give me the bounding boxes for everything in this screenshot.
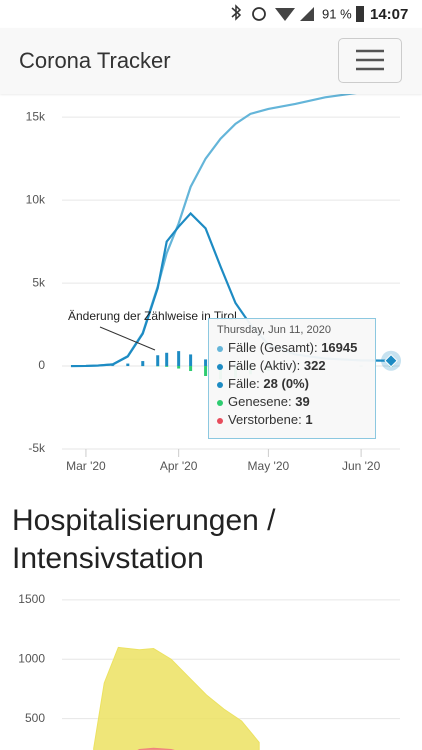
bluetooth-icon [231,4,242,21]
wifi-icon [275,8,295,21]
y-tick-label: 1000 [18,651,45,665]
y-tick-label: 10k [26,192,46,206]
bar [189,366,193,372]
tooltip-label: Fälle (Gesamt): [228,340,318,355]
tooltip-label: Fälle (Aktiv): [228,358,301,373]
tooltip-row: Fälle: 28 (0%) [217,375,367,393]
tooltip-value: 1 [305,412,313,427]
status-bar: 91 % 14:07 [0,0,422,28]
hospital-chart: 500 1000 1500 [18,592,400,750]
x-tick-label: Jun '20 [342,459,381,473]
tooltip-row: Fälle (Gesamt): 16945 [217,339,367,357]
y-tick-label: 1500 [18,592,45,606]
tooltip: Thursday, Jun 11, 2020 Fälle (Gesamt): 1… [208,318,376,439]
cases-chart: -5k 0 5k 10k 15k Mar '20 Apr '20 May '20 Jun '20… [26,84,402,473]
menu-button[interactable] [338,38,402,83]
bar [204,366,208,376]
annotation: Änderung der Zählweise in Tirol [68,309,237,323]
signal-icon [300,7,314,21]
battery-level: 91 % [322,6,352,21]
tooltip-row: Genesene: 39 [217,393,367,411]
tooltip-dot [217,399,223,406]
tooltip-dot [217,363,223,370]
menu-bars [356,49,384,71]
tooltip-dot [217,381,223,388]
bar [177,366,181,369]
tooltip-value: 39 [295,394,310,409]
y-tick-label: 15k [26,109,46,123]
tooltip-row: Verstorbene: 1 [217,411,367,429]
bar [204,359,208,367]
hover-point [384,353,398,368]
alarm-icon [252,7,266,21]
bar [165,366,169,367]
bar [141,361,145,367]
bar [126,363,130,367]
y-tick-label: -5k [28,441,46,455]
menu-icon [356,49,384,71]
x-tick-label: Apr '20 [160,459,198,473]
bar [156,355,160,367]
section-heading: Hospitalisierungen / Intensivstation [12,504,276,575]
tooltip-dot [217,345,223,352]
annotation-arrow [99,326,156,351]
status-icons: 91 % 14:07 [231,4,408,23]
area [93,646,260,750]
y-tick-label: 0 [38,358,45,372]
x-tick-label: May '20 [248,459,290,473]
bar [165,352,169,367]
clock: 14:07 [370,6,408,23]
bar [189,354,193,367]
y-tick-label: 5k [32,275,46,289]
bar [177,351,181,367]
tooltip-value: 322 [303,358,326,373]
tooltip-label: Fälle: [228,376,260,391]
battery-icon [356,6,364,22]
tooltip-value: 28 (0%) [263,376,309,391]
tooltip-label: Genesene: [228,394,292,409]
brand[interactable]: Corona Tracker [19,48,171,73]
navbar: Corona Tracker [0,28,422,94]
tooltip-row: Fälle (Aktiv): 322 [217,357,367,375]
tooltip-dot [217,417,223,424]
tooltip-label: Verstorbene: [228,412,302,427]
tooltip-title: Thursday, Jun 11, 2020 [217,324,331,336]
tooltip-value: 16945 [321,340,358,355]
x-tick-label: Mar '20 [66,459,106,473]
y-tick-label: 500 [25,711,45,725]
